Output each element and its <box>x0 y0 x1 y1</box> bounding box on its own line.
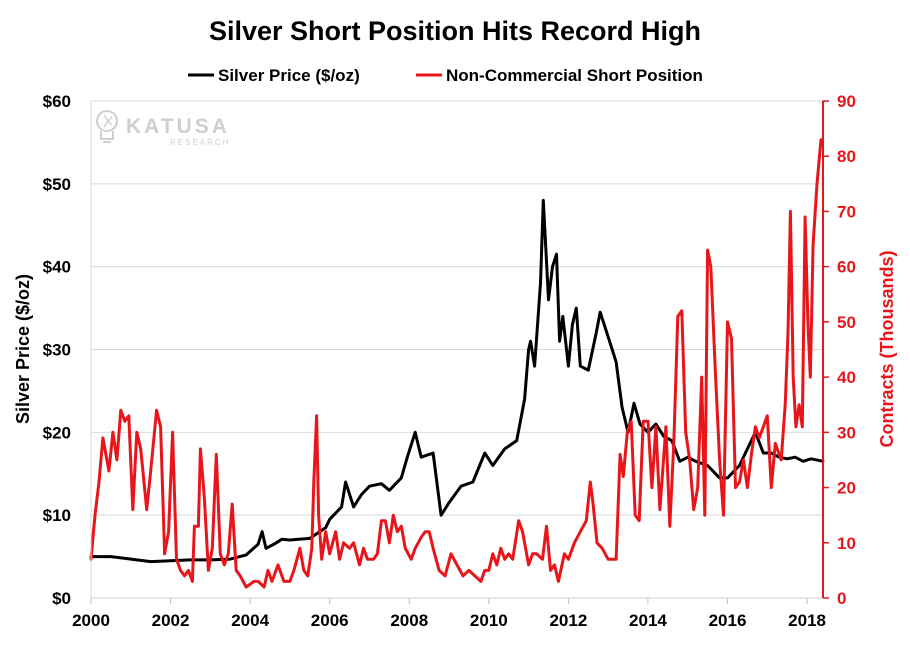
y-right-tick-label: 30 <box>837 423 856 442</box>
chart-title: Silver Short Position Hits Record High <box>209 16 701 46</box>
x-tick-label: 2010 <box>470 611 508 630</box>
y-right-tick-label: 90 <box>837 92 856 111</box>
y-right-tick-label: 40 <box>837 368 856 387</box>
x-tick-label: 2006 <box>311 611 349 630</box>
y-left-axis-title: Silver Price ($/oz) <box>13 274 33 424</box>
y-left-tick-label: $10 <box>43 506 71 525</box>
y-left-tick-label: $50 <box>43 175 71 194</box>
series-line-silver-price <box>89 198 825 564</box>
legend-label-silver-price: Silver Price ($/oz) <box>218 66 360 85</box>
y-left-tick-label: $30 <box>43 341 71 360</box>
x-tick-label: 2012 <box>549 611 587 630</box>
y-right-tick-label: 70 <box>837 202 856 221</box>
x-tick-label: 2018 <box>788 611 826 630</box>
y-right-tick-label: 0 <box>837 589 846 608</box>
series-line-short-position <box>89 138 823 589</box>
y-right-tick-label: 10 <box>837 534 856 553</box>
y-right-tick-label: 80 <box>837 147 856 166</box>
axes <box>90 100 829 604</box>
y-right-tick-label: 20 <box>837 479 856 498</box>
y-right-tick-label: 50 <box>837 313 856 332</box>
series-layer <box>89 138 825 589</box>
y-left-tick-label: $20 <box>43 423 71 442</box>
y-left-tick-label: $40 <box>43 258 71 277</box>
tick-labels: $0 $10 $20 $30 $40 $50 $60 0 10 20 30 40 50 60 70 80 90 2… <box>43 92 856 630</box>
x-tick-label: 2008 <box>390 611 428 630</box>
y-left-tick-label: $0 <box>52 589 71 608</box>
watermark-sub: RESEARCH <box>170 138 230 147</box>
y-right-tick-label: 60 <box>837 258 856 277</box>
lightbulb-icon <box>96 110 118 143</box>
x-tick-label: 2014 <box>629 611 667 630</box>
x-tick-label: 2000 <box>72 611 110 630</box>
x-tick-label: 2004 <box>231 611 269 630</box>
x-tick-label: 2002 <box>152 611 190 630</box>
y-left-tick-label: $60 <box>43 92 71 111</box>
y-right-axis-title: Contracts (Thousands) <box>877 250 897 447</box>
x-tick-label: 2016 <box>709 611 747 630</box>
legend: Silver Price ($/oz) Non-Commercial Short… <box>188 66 703 85</box>
legend-label-short-position: Non-Commercial Short Position <box>446 66 703 85</box>
watermark-logo: KATUSA RESEARCH <box>96 110 230 147</box>
watermark-brand: KATUSA <box>126 115 230 138</box>
